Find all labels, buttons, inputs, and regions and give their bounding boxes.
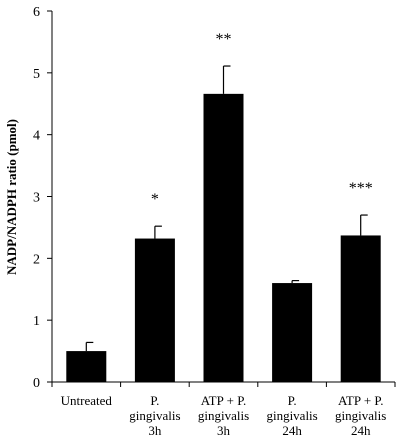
bar — [340, 235, 381, 382]
error-bar — [154, 225, 162, 239]
error-bar — [360, 214, 368, 236]
category-label: 24h — [282, 423, 302, 438]
significance-marker: ** — [216, 31, 232, 48]
category-label: P. — [150, 393, 159, 408]
category-label: Untreated — [61, 393, 113, 408]
x-axis-ticks — [51, 382, 396, 387]
significance-marker: * — [151, 191, 159, 208]
y-tick-label: 2 — [33, 252, 40, 267]
category-label: P. — [288, 393, 297, 408]
category-label: gingivalis — [129, 408, 180, 423]
y-tick-label: 6 — [33, 5, 40, 20]
error-bar — [291, 279, 300, 284]
category-label: 3h — [148, 423, 162, 438]
category-label: gingivalis — [266, 408, 317, 423]
y-tick-label: 4 — [33, 129, 40, 144]
bar — [134, 238, 175, 382]
y-tick-label: 5 — [33, 67, 40, 82]
error-bars — [85, 65, 368, 352]
category-label: 3h — [217, 423, 231, 438]
category-label: gingivalis — [335, 408, 386, 423]
category-label: ATP + P. — [338, 393, 384, 408]
bars — [66, 93, 381, 383]
y-tick-label: 1 — [33, 314, 40, 329]
significance-marker: *** — [349, 180, 373, 197]
category-label: gingivalis — [198, 408, 249, 423]
category-label: 24h — [351, 423, 371, 438]
y-axis-ticks: 0 1 2 3 4 5 6 — [33, 5, 52, 391]
y-tick-label: 3 — [33, 191, 40, 206]
bar — [203, 93, 244, 383]
bar — [66, 351, 107, 382]
category-label: ATP + P. — [201, 393, 247, 408]
error-bar — [85, 341, 94, 352]
y-tick-label: 0 — [33, 376, 40, 391]
y-axis-label: NADP/NADPH ratio (pmol) — [4, 119, 19, 275]
significance-annotations: ****** — [151, 31, 373, 208]
error-bar — [222, 65, 231, 94]
bar — [272, 283, 313, 382]
